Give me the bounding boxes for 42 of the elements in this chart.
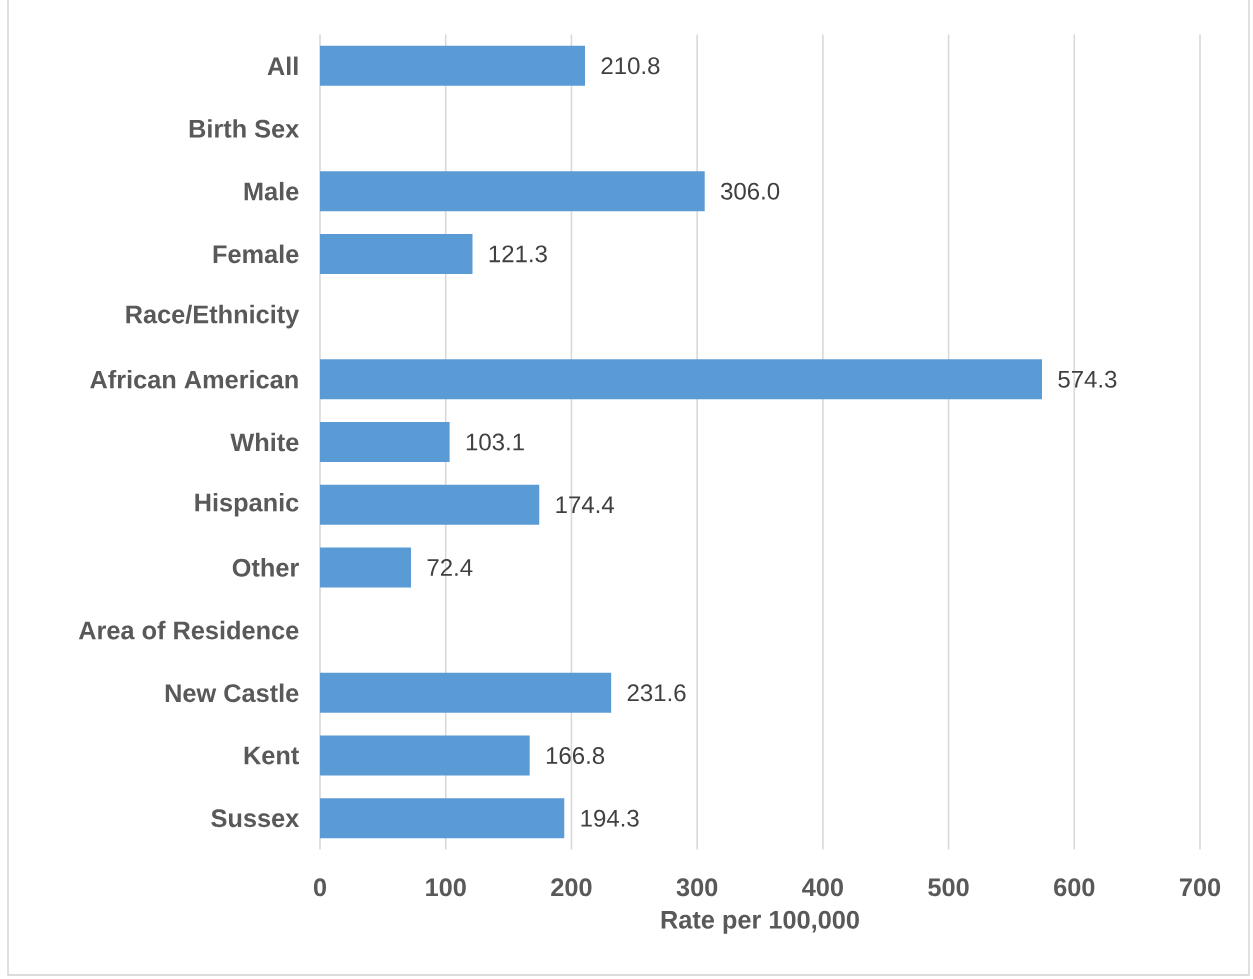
y-tick-label: Other [232, 558, 299, 577]
x-tick-label: 300 [676, 878, 718, 897]
y-tick-label: African American [90, 369, 298, 389]
bar [320, 735, 530, 776]
y-tick-label: Female [213, 244, 299, 264]
x-tick-label: 500 [928, 878, 969, 897]
y-tick-label: Area of Residence [78, 620, 299, 640]
data-label: 210.8 [601, 57, 660, 75]
bar [320, 233, 473, 274]
data-label: 174.4 [556, 496, 614, 513]
y-tick-label: Hispanic [195, 492, 299, 517]
x-tick-label: 200 [551, 878, 592, 897]
data-label: 231.6 [627, 684, 686, 702]
y-tick-label: White [230, 432, 299, 452]
bar [320, 422, 450, 463]
y-tick-label: Kent [244, 746, 299, 765]
bar [320, 547, 412, 588]
data-label: 121.3 [489, 245, 547, 263]
y-tick-label: Sussex [211, 809, 300, 828]
bar [320, 45, 586, 86]
bar [320, 798, 565, 839]
bar [320, 359, 1042, 400]
x-tick-label: 400 [802, 878, 843, 897]
x-axis-title: Rate per 100,000 [661, 910, 859, 934]
data-label: 103.1 [466, 433, 524, 451]
data-label: 72.4 [427, 559, 473, 576]
y-tick-label: New Castle [165, 683, 299, 703]
y-tick-label: Race/Ethnicity [126, 304, 300, 329]
data-label: 194.3 [581, 809, 639, 827]
bar [320, 484, 540, 525]
y-tick-label: All [267, 56, 298, 75]
y-tick-label: Male [244, 181, 299, 201]
bar [320, 171, 705, 212]
x-tick-label: 700 [1179, 878, 1221, 897]
x-tick-label: 600 [1054, 878, 1095, 897]
data-label: 306.0 [720, 182, 780, 200]
y-tick-label: Birth Sex [189, 119, 300, 138]
data-label: 166.8 [546, 747, 605, 765]
data-label: 574.3 [1058, 370, 1117, 388]
x-tick-label: 100 [426, 878, 466, 897]
x-tick-label: 0 [313, 878, 327, 897]
bar [320, 672, 612, 713]
